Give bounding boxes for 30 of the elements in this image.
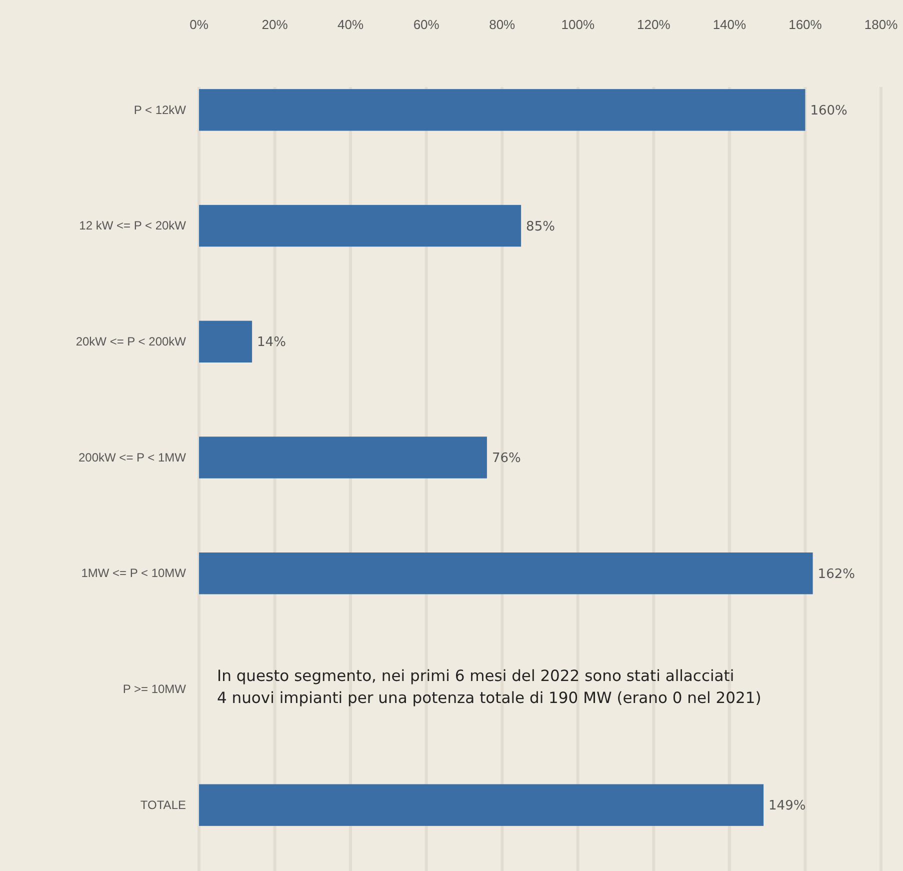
bar (199, 320, 252, 362)
x-tick-label: 140% (712, 17, 747, 32)
bar (199, 784, 764, 826)
y-tick-label: 20kW <= P < 200kW (76, 334, 187, 348)
bar (199, 552, 813, 594)
x-tick-label: 20% (262, 17, 288, 32)
x-tick-label: 120% (637, 17, 671, 32)
y-tick-label: P < 12kW (134, 102, 187, 117)
x-tick-label: 100% (561, 17, 595, 32)
y-tick-label: 12 kW <= P < 20kW (79, 218, 187, 233)
data-label: 76% (492, 451, 521, 466)
y-tick-label: P >= 10MW (122, 682, 187, 696)
data-label: 85% (526, 219, 555, 234)
y-tick-label: 1MW <= P < 10MW (81, 566, 187, 580)
data-label: 149% (768, 798, 806, 814)
data-label: 160% (810, 103, 848, 118)
x-tick-label: 180% (864, 17, 898, 32)
annotation: In questo segmento, nei primi 6 mesi del 2022 sono stati allacciati 4 nuovi impianti per una potenza totale di 190 MW (erano 0 nel 2021) (217, 667, 762, 707)
x-tick-label: 80% (489, 17, 516, 32)
bar (199, 89, 806, 131)
data-label: 162% (818, 566, 855, 582)
x-tick-label: 40% (338, 17, 364, 32)
y-tick-label: 200kW <= P < 1MW (78, 450, 187, 464)
x-tick-label: 60% (413, 17, 440, 32)
bar (199, 436, 487, 478)
x-tick-label: 160% (788, 17, 822, 32)
data-label: 14% (257, 335, 286, 350)
y-tick-label: TOTALE (140, 798, 186, 812)
x-tick-label: 0% (190, 17, 209, 32)
bar (199, 204, 522, 247)
